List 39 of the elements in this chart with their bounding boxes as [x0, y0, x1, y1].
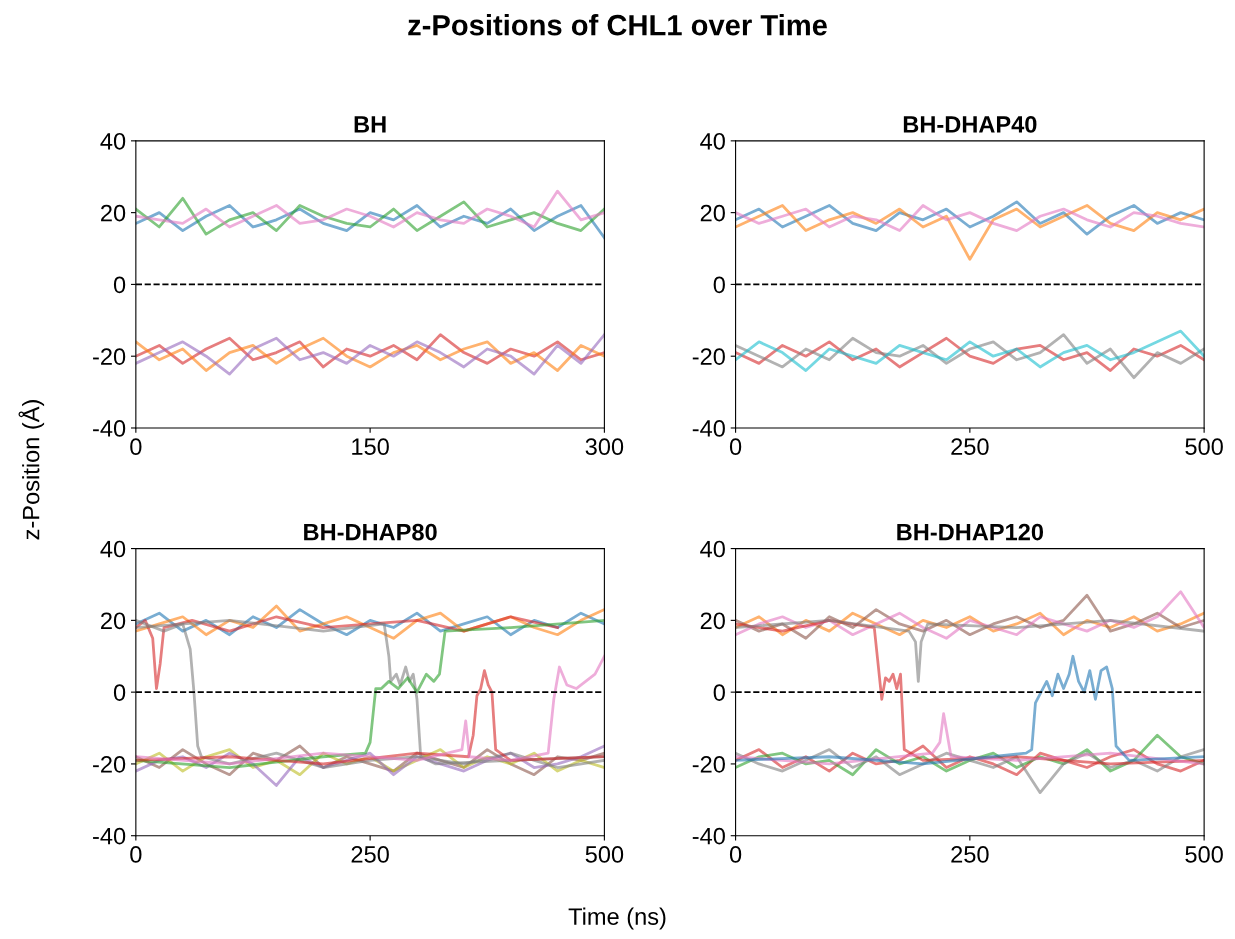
y-axis-title: z-Position (Å)	[18, 400, 45, 540]
y-tick-label: 20	[700, 612, 725, 630]
chart-title: BH-DHAP40	[903, 116, 1037, 133]
y-tick-label: -40	[692, 827, 725, 845]
x-tick-label: 250	[951, 846, 989, 863]
x-tick-label: 500	[1185, 846, 1223, 863]
y-tick-label: -20	[692, 756, 725, 773]
x-axis-title: Time (ns)	[568, 907, 666, 930]
y-tick-label: 20	[101, 204, 126, 222]
y-tick-label: -40	[93, 420, 126, 437]
y-tick-label: -20	[93, 756, 126, 773]
y-tick-label: 0	[113, 276, 126, 294]
y-tick-label: 40	[100, 540, 126, 558]
y-tick-label: -40	[692, 420, 725, 437]
chart-title: BH-DHAP120	[897, 523, 1044, 541]
x-tick-label: 0	[130, 438, 142, 456]
x-tick-label: 0	[729, 438, 742, 456]
x-tick-label: 500	[1185, 438, 1223, 456]
x-tick-label: 250	[951, 438, 989, 456]
y-tick-label: 0	[113, 684, 126, 701]
x-tick-label: 150	[352, 438, 389, 456]
y-tick-label: 40	[700, 132, 725, 150]
y-tick-label: -20	[692, 348, 725, 365]
x-tick-label: 500	[585, 846, 624, 863]
y-tick-label: -20	[93, 348, 126, 365]
chart-title: BH	[354, 116, 386, 133]
y-tick-label: -40	[93, 827, 126, 845]
y-tick-label: 0	[713, 684, 725, 701]
y-tick-label: 40	[700, 540, 725, 558]
y-tick-label: 40	[100, 132, 126, 150]
x-tick-label: 300	[585, 438, 624, 456]
x-tick-label: 0	[130, 846, 142, 863]
x-tick-label: 0	[729, 846, 742, 863]
text: z-Positions of CHL1 over Time	[408, 14, 827, 36]
y-tick-label: 0	[713, 276, 725, 294]
chart-title: BH-DHAP80	[304, 523, 437, 541]
y-tick-label: 20	[101, 612, 126, 630]
x-tick-label: 250	[351, 846, 389, 863]
y-tick-label: 20	[700, 204, 725, 222]
